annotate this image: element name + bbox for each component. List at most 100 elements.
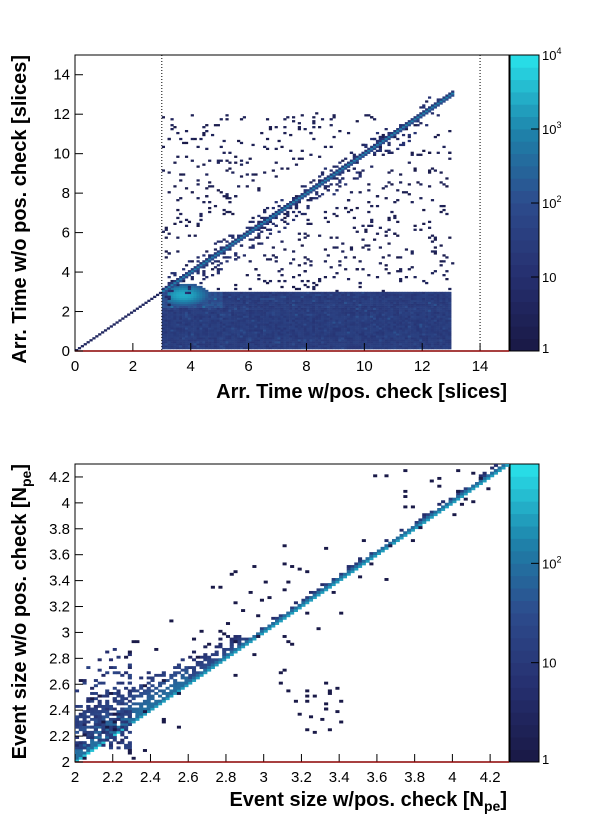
heatmap-cell xyxy=(202,347,206,350)
heatmap-cell xyxy=(228,337,232,340)
heatmap-cell xyxy=(193,295,197,299)
heatmap-cell xyxy=(338,345,342,348)
heatmap-cell xyxy=(364,149,368,152)
heatmap-cell xyxy=(430,106,435,109)
heatmap-cell xyxy=(413,303,417,306)
heatmap-cell xyxy=(210,335,215,338)
heatmap-cell xyxy=(430,341,435,344)
heatmap-cell xyxy=(478,474,483,478)
heatmap-cell xyxy=(384,347,388,350)
heatmap-cell xyxy=(367,303,371,306)
colorbar-band xyxy=(510,227,539,241)
heatmap-cell xyxy=(170,317,174,320)
heatmap-cell xyxy=(82,681,87,685)
heatmap-cell xyxy=(358,347,362,350)
heatmap-cell xyxy=(338,161,342,164)
heatmap-cell xyxy=(219,319,223,322)
heatmap-cell xyxy=(323,313,328,316)
heatmap-cell xyxy=(410,327,414,330)
heatmap-cell xyxy=(170,301,174,304)
heatmap-cell xyxy=(193,299,197,302)
heatmap-cell xyxy=(300,197,304,200)
heatmap-cell xyxy=(289,305,293,308)
heatmap-cell xyxy=(401,307,406,310)
heatmap-cell xyxy=(346,305,351,308)
heatmap-cell xyxy=(158,689,163,693)
heatmap-cell xyxy=(341,333,345,336)
heatmap-cell xyxy=(416,295,420,299)
heatmap-cell xyxy=(338,311,342,314)
heatmap-cell xyxy=(387,149,391,152)
heatmap-cell xyxy=(164,339,168,342)
heatmap-cell xyxy=(208,341,212,344)
heatmap-cell xyxy=(242,335,246,338)
heatmap-cell xyxy=(399,337,403,340)
heatmap-cell xyxy=(202,303,206,306)
heatmap-cell xyxy=(300,295,304,299)
heatmap-cell xyxy=(205,315,209,318)
heatmap-cell xyxy=(210,653,215,657)
heatmap-cell xyxy=(429,513,434,517)
heatmap-cell xyxy=(239,339,244,342)
heatmap-cell xyxy=(213,254,218,257)
heatmap-cell xyxy=(422,317,426,320)
heatmap-cell xyxy=(292,337,296,340)
heatmap-cell xyxy=(116,725,121,729)
heatmap-cell xyxy=(286,204,290,208)
heatmap-cell xyxy=(219,341,223,344)
heatmap-cell xyxy=(216,319,220,322)
heatmap-cell xyxy=(323,248,328,251)
heatmap-cell xyxy=(254,303,258,306)
heatmap-cell xyxy=(416,345,420,348)
heatmap-cell xyxy=(312,291,316,295)
heatmap-cell xyxy=(245,313,249,316)
heatmap-cell xyxy=(101,738,106,742)
heatmap-cell xyxy=(303,339,307,342)
heatmap-cell xyxy=(407,309,411,312)
heatmap-cell xyxy=(355,177,359,180)
heatmap-cell xyxy=(188,679,193,682)
heatmap-cell xyxy=(425,321,429,324)
heatmap-cell xyxy=(173,692,178,695)
heatmap-cell xyxy=(234,313,238,316)
heatmap-cell xyxy=(176,335,180,338)
heatmap-cell xyxy=(445,339,449,342)
heatmap-cell xyxy=(501,466,506,470)
heatmap-cell xyxy=(213,323,218,326)
heatmap-cell xyxy=(387,333,391,336)
heatmap-cell xyxy=(254,323,258,326)
heatmap-cell xyxy=(184,341,189,344)
heatmap-cell xyxy=(413,327,417,330)
heatmap-cell xyxy=(352,256,356,259)
heatmap-cell xyxy=(410,299,414,302)
heatmap-cell xyxy=(442,260,446,263)
heatmap-cell xyxy=(335,347,339,350)
heatmap-cell xyxy=(323,179,328,182)
heatmap-cell xyxy=(445,177,449,180)
heatmap-cell xyxy=(271,206,275,210)
colorbar-tick-label: 102 xyxy=(542,194,561,211)
heatmap-cell xyxy=(176,689,181,693)
heatmap-cell xyxy=(242,333,246,336)
heatmap-cell xyxy=(239,323,244,326)
heatmap-cell xyxy=(390,337,394,340)
heatmap-cell xyxy=(419,291,423,295)
heatmap-cell xyxy=(199,214,203,218)
heatmap-cell xyxy=(436,345,440,348)
heatmap-cell xyxy=(245,301,249,304)
heatmap-cell xyxy=(109,325,113,328)
heatmap-cell xyxy=(167,137,171,141)
heatmap-cell xyxy=(164,343,168,346)
heatmap-cell xyxy=(173,339,177,342)
heatmap-cell xyxy=(404,126,409,129)
heatmap-cell xyxy=(422,315,426,318)
heatmap-cell xyxy=(384,291,388,295)
heatmap-cell xyxy=(263,254,267,257)
heatmap-cell xyxy=(222,301,226,304)
heatmap-cell xyxy=(430,315,435,318)
heatmap-cell xyxy=(260,299,264,302)
heatmap-cell xyxy=(277,325,281,328)
heatmap-cell xyxy=(338,347,342,350)
heatmap-cell xyxy=(257,305,261,308)
